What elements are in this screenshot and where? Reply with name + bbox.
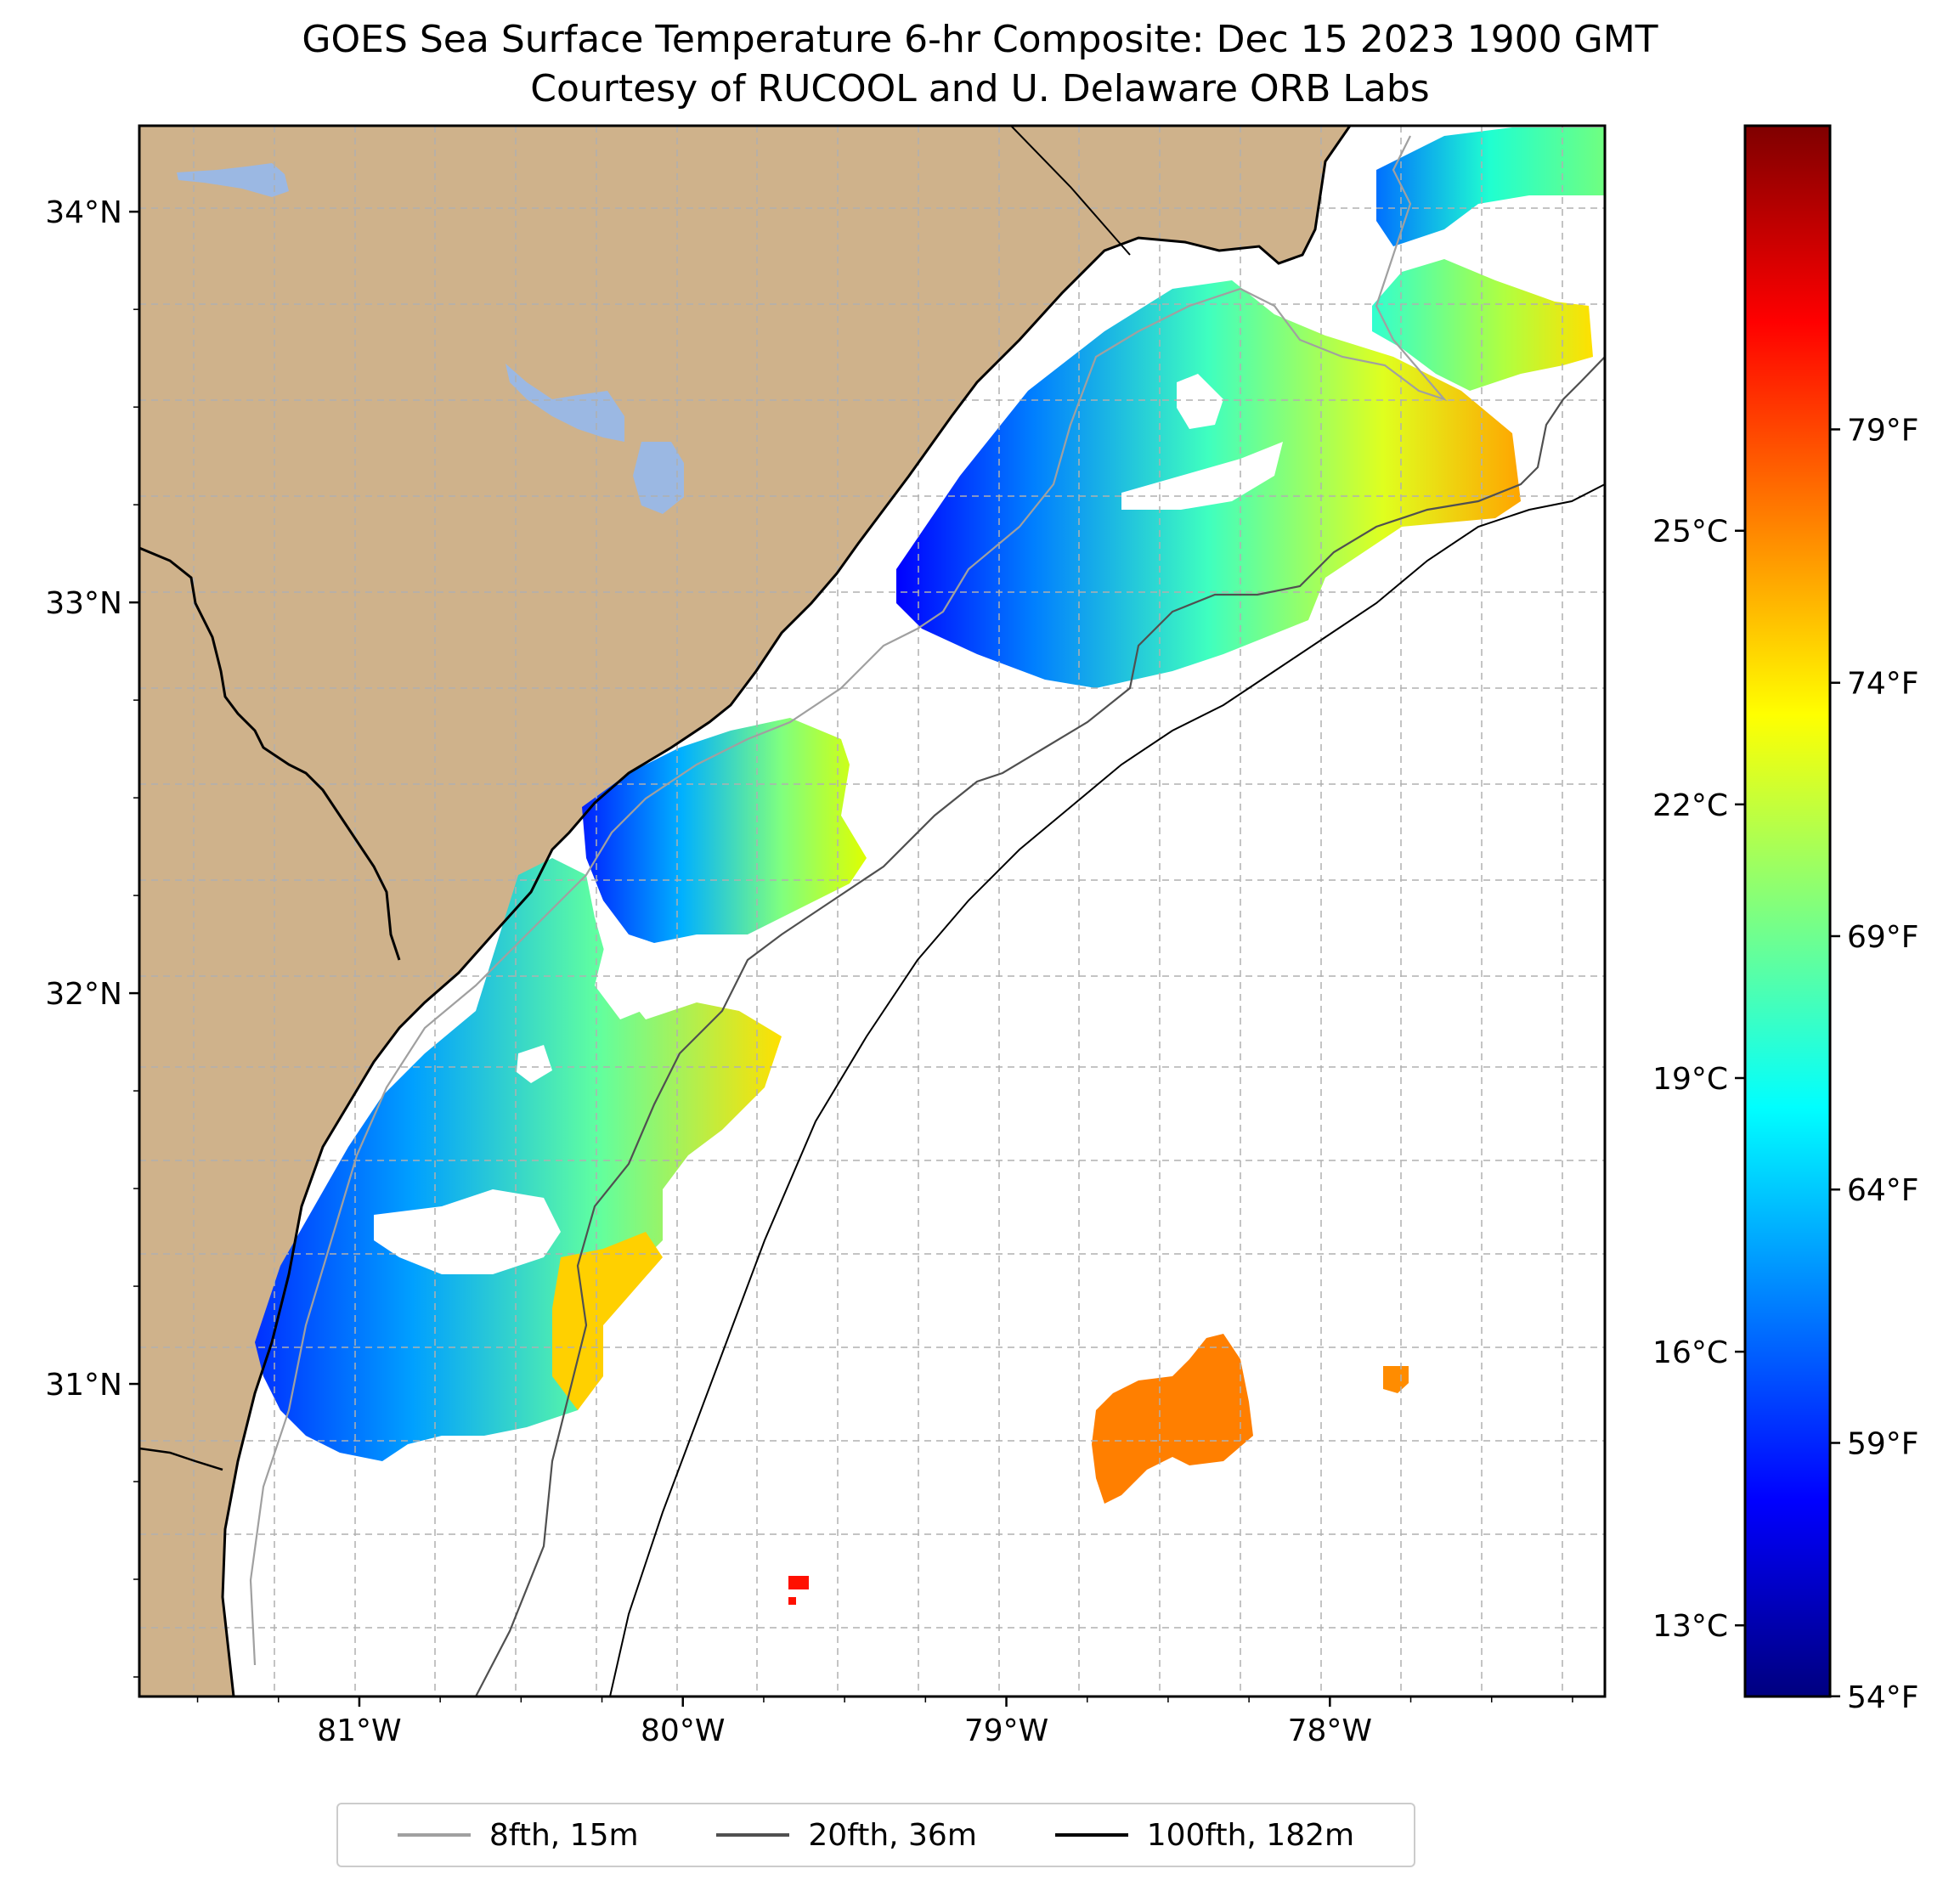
- sst-gap-south-2: [517, 1045, 552, 1083]
- legend-swatch-100fth: [1054, 1833, 1128, 1837]
- colorbar-celsius-label: 13°C: [1652, 1609, 1728, 1644]
- legend-swatch-20fth: [716, 1833, 790, 1837]
- colorbar-celsius-label: 22°C: [1652, 788, 1728, 823]
- legend-label-20fth: 20fth, 36m: [808, 1817, 977, 1853]
- lat-tick-label: 34°N: [45, 195, 122, 230]
- lon-tick-label: 80°W: [641, 1713, 725, 1748]
- chart-title: GOES Sea Surface Temperature 6-hr Compos…: [302, 18, 1658, 61]
- sst-patch-northeast: [1376, 127, 1605, 246]
- map-frame: [138, 124, 1607, 1698]
- sst-data: [255, 127, 1605, 1605]
- lon-tick-label: 81°W: [317, 1713, 401, 1748]
- isobath-20fth-36m: [475, 356, 1605, 1697]
- sst-pixel-hot-2: [788, 1597, 796, 1605]
- lake-moultrie: [506, 364, 624, 442]
- colorbar-fahrenheit-label: 54°F: [1847, 1680, 1919, 1715]
- coastline: [221, 126, 1352, 1697]
- isobath-100fth-182m: [609, 483, 1605, 1697]
- sst-gap-south-3: [595, 934, 663, 1019]
- chart-subtitle: Courtesy of RUCOOL and U. Delaware ORB L…: [530, 67, 1430, 110]
- lakes: [177, 163, 684, 514]
- legend-item-100fth: 100fth, 182m: [1054, 1817, 1355, 1853]
- state-border-sc-ga: [139, 546, 401, 961]
- legend-item-20fth: 20fth, 36m: [716, 1818, 977, 1853]
- state-border-ga-fl: [139, 1447, 223, 1471]
- minor-ticks: [133, 211, 1573, 1702]
- sst-patch-gulfstream-small: [1383, 1366, 1409, 1393]
- isobath-legend: 8fth, 15m 20fth, 36m 100fth, 182m: [336, 1803, 1415, 1867]
- colorbar-fahrenheit-label: 79°F: [1847, 413, 1919, 448]
- colorbar-fahrenheit-label: 69°F: [1847, 920, 1919, 955]
- sst-gap-north: [1121, 442, 1283, 510]
- legend-item-8fth: 8fth, 15m: [397, 1817, 639, 1853]
- colorbar-fahrenheit-label: 74°F: [1847, 667, 1919, 702]
- colorbar-fahrenheit-label: 59°F: [1847, 1426, 1919, 1461]
- coastline-and-borders: [139, 126, 1352, 1697]
- colorbar-celsius-ticks: 25°C 22°C 19°C 16°C 13°C: [1652, 515, 1745, 1644]
- longitude-axis: 81°W 80°W 79°W 78°W: [317, 1697, 1372, 1748]
- colorbar-fahrenheit-label: 64°F: [1847, 1173, 1919, 1208]
- colorbar-celsius-label: 16°C: [1652, 1335, 1728, 1370]
- lake-moultrie-south: [633, 442, 684, 514]
- lat-tick-label: 33°N: [45, 586, 122, 621]
- land-area: [139, 126, 1350, 1697]
- isobath-8fth-15m: [249, 135, 1448, 1666]
- lat-tick-label: 31°N: [45, 1368, 122, 1403]
- sst-gap-south: [374, 1189, 561, 1274]
- legend-swatch-8fth: [397, 1833, 471, 1837]
- legend-label-100fth: 100fth, 182m: [1146, 1817, 1355, 1853]
- sst-pixel-hot: [788, 1576, 809, 1589]
- colorbar: [1743, 124, 1832, 1698]
- lon-tick-label: 78°W: [1288, 1713, 1372, 1748]
- colorbar-celsius-label: 25°C: [1652, 515, 1728, 550]
- sst-patch-east: [1372, 259, 1593, 391]
- sst-gap-north-2: [1177, 374, 1223, 429]
- state-border-nc-sc: [1010, 126, 1131, 256]
- legend-label-8fth: 8fth, 15m: [489, 1817, 639, 1853]
- lat-tick-label: 32°N: [45, 977, 122, 1012]
- sst-patch-gulfstream: [1092, 1334, 1253, 1504]
- colorbar-celsius-label: 19°C: [1652, 1062, 1728, 1097]
- gridlines: [139, 126, 1605, 1697]
- sst-patch-south: [255, 858, 782, 1461]
- lake-marion: [177, 163, 289, 197]
- colorbar-fahrenheit-ticks: 79°F 74°F 69°F 64°F 59°F 54°F: [1830, 413, 1919, 1715]
- sst-patch-middle: [582, 718, 867, 943]
- lon-tick-label: 79°W: [964, 1713, 1048, 1748]
- latitude-axis: 34°N 33°N 32°N 31°N: [45, 195, 139, 1403]
